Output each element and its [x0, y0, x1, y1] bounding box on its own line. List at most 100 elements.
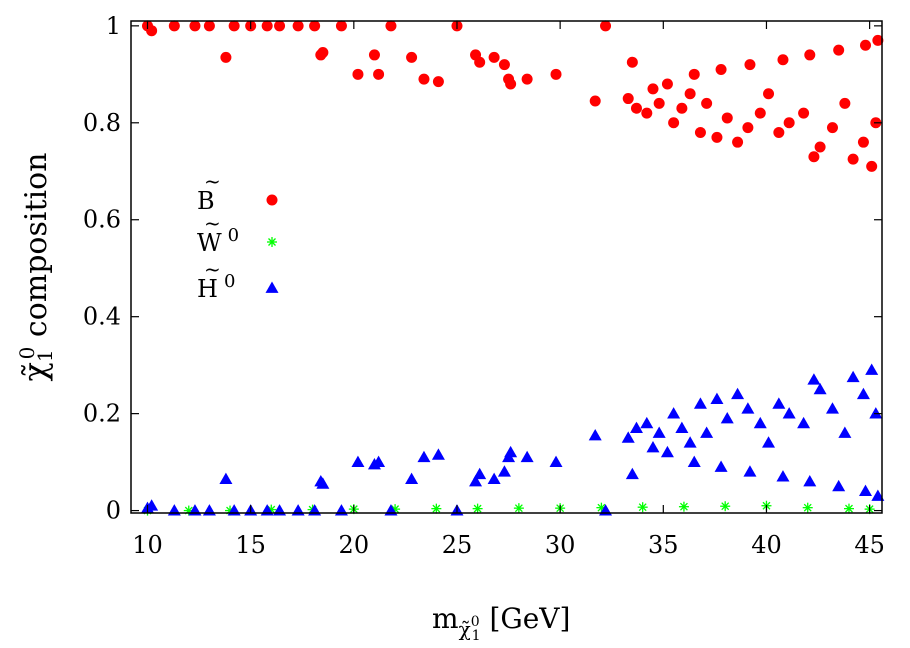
- x-tick-label: 10: [132, 531, 163, 559]
- data-point: [808, 151, 820, 163]
- data-point: [292, 20, 304, 32]
- data-point: [744, 59, 756, 71]
- data-point: [661, 78, 673, 90]
- data-point: [839, 97, 851, 109]
- legend-tilde: ~: [204, 257, 221, 281]
- data-point: [721, 112, 733, 124]
- data-point: [588, 428, 602, 441]
- data-point: [274, 20, 286, 32]
- data-point: [189, 20, 201, 32]
- data-point: [763, 88, 775, 100]
- data-point: [869, 407, 883, 419]
- data-point: [872, 34, 884, 46]
- x-tick-label: 15: [235, 531, 266, 559]
- data-point: [406, 51, 418, 63]
- data-point: [859, 39, 871, 51]
- x-tick-label: 30: [545, 531, 576, 559]
- y-tick-label: 0.4: [83, 303, 121, 331]
- y-axis-title-sup: 0: [15, 347, 39, 360]
- x-axis-title-chi: χ̃: [459, 617, 471, 641]
- data-point: [846, 370, 860, 383]
- data-point: [317, 47, 329, 59]
- data-point: [720, 411, 734, 424]
- legend-tilde: ~: [204, 211, 221, 235]
- data-point: [219, 472, 233, 484]
- data-point: [858, 484, 872, 497]
- data-point: [640, 416, 654, 429]
- data-point: [497, 465, 511, 477]
- data-point: [832, 479, 846, 492]
- legend-marker: [266, 194, 278, 206]
- data-point: [621, 431, 635, 443]
- data-point: [432, 76, 444, 88]
- data-point: [549, 455, 563, 467]
- data-point: [847, 153, 859, 165]
- data-point: [798, 107, 810, 119]
- data-point: [866, 160, 878, 172]
- data-point: [871, 489, 885, 501]
- y-tick-label: 1: [106, 12, 121, 40]
- data-point: [513, 503, 524, 514]
- data-point: [261, 20, 273, 32]
- data-point: [694, 126, 706, 138]
- data-point: [203, 20, 215, 32]
- data-point: [772, 397, 786, 409]
- data-point: [865, 363, 879, 375]
- data-point: [675, 421, 689, 434]
- data-point: [688, 68, 700, 80]
- y-axis-title-text: composition: [19, 152, 54, 337]
- legend-label: B: [197, 187, 215, 215]
- data-point: [405, 472, 419, 484]
- data-point: [368, 49, 380, 61]
- legend-marker: [267, 237, 277, 247]
- x-axis-title: mχ̃0 1 [GeV]: [432, 602, 570, 644]
- y-tick-label: 0.8: [83, 109, 121, 137]
- data-point: [505, 78, 517, 90]
- plot-points: [141, 20, 885, 516]
- data-point: [753, 416, 767, 429]
- x-tick-label: 20: [339, 531, 370, 559]
- x-axis: 10 15 20 25 30 35 40 45: [132, 21, 885, 559]
- x-axis-title-chi-sup: 0: [471, 614, 480, 630]
- data-point: [710, 392, 724, 404]
- y-tick-label: 0: [106, 497, 121, 525]
- series-2: [141, 363, 885, 516]
- y-axis: 0 0.2 0.4 0.6 0.8 1: [83, 12, 882, 525]
- data-point: [714, 460, 728, 472]
- data-point: [637, 502, 648, 513]
- data-point: [843, 503, 854, 514]
- data-point: [678, 501, 689, 512]
- data-point: [653, 97, 665, 109]
- data-point: [652, 426, 666, 438]
- data-point: [825, 402, 839, 414]
- data-point: [720, 501, 731, 512]
- data-point: [857, 136, 869, 148]
- data-point: [473, 467, 487, 480]
- data-point: [777, 54, 789, 66]
- data-point: [145, 499, 159, 511]
- x-tick-label: 40: [751, 531, 782, 559]
- y-axis-title-sub: 1: [33, 349, 57, 362]
- data-point: [856, 387, 870, 400]
- data-point: [589, 95, 601, 107]
- data-point: [373, 68, 385, 80]
- data-point: [228, 20, 240, 32]
- y-axis-title: χ̃10 composition: [15, 152, 57, 381]
- data-point: [417, 450, 431, 463]
- data-point: [804, 49, 816, 61]
- svg-text:mχ̃01 [GeV]: mχ̃0 1 [GeV]: [432, 602, 570, 644]
- data-point: [622, 93, 634, 105]
- x-axis-title-m: m: [432, 602, 459, 635]
- data-point: [630, 102, 642, 114]
- data-point: [814, 141, 826, 153]
- data-point: [802, 502, 813, 513]
- data-point: [472, 503, 483, 514]
- data-point: [646, 441, 660, 453]
- data-point: [826, 122, 838, 134]
- data-point: [676, 102, 688, 114]
- data-point: [754, 107, 766, 119]
- data-point: [715, 63, 727, 75]
- data-point: [351, 455, 365, 467]
- data-point: [833, 44, 845, 56]
